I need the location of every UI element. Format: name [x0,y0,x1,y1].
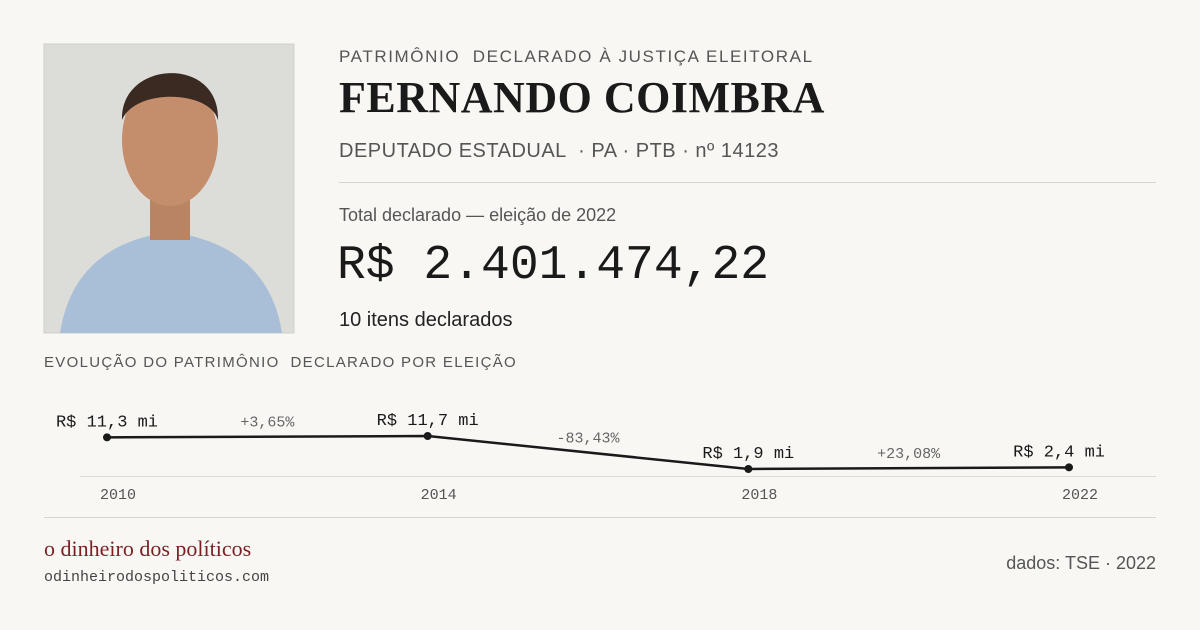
value-label: R$ 1,9 mi [702,445,794,464]
chart-title: EVOLUÇÃO DO PATRIMÔNIO DECLARADO POR ELE… [44,354,517,371]
value-label: R$ 2,4 mi [1013,443,1105,462]
candidate-info: DEPUTADO ESTADUAL · PA · PTB · nº 14123 [339,140,779,162]
brand: o dinheiro dos políticos [44,536,251,561]
x-tick-label: 2010 [100,487,136,504]
point [423,432,432,440]
x-tick-label: 2014 [421,487,457,504]
x-tick-label: 2022 [1062,487,1098,504]
url: odinheirodospoliticos.com [44,569,269,586]
kicker: PATRIMÔNIO DECLARADO À JUSTIÇA ELEITORAL [339,47,814,66]
point [103,433,111,442]
point [1065,463,1073,472]
value-label: R$ 11,3 mi [56,413,158,432]
x-tick-label: 2018 [741,487,777,504]
chart: R$ 11,3 mi 2010 R$ 11,7 mi 2014 R$ 1,9 mi 201… [56,412,1105,504]
point [744,465,753,473]
total-label: Total declarado — eleição de 2022 [339,205,616,225]
value-label: R$ 11,7 mi [377,412,479,431]
change-label: +23,08% [877,446,941,463]
total-amount: R$ 2.401.474,22 [337,239,769,293]
change-label: -83,43% [556,431,620,448]
photo [43,43,295,334]
candidate-name: FERNANDO COIMBRA [339,73,825,122]
change-label: +3,65% [240,415,295,432]
line [106,434,1070,471]
source: dados: TSE · 2022 [1006,553,1156,573]
items-count: 10 itens declarados [339,309,512,331]
